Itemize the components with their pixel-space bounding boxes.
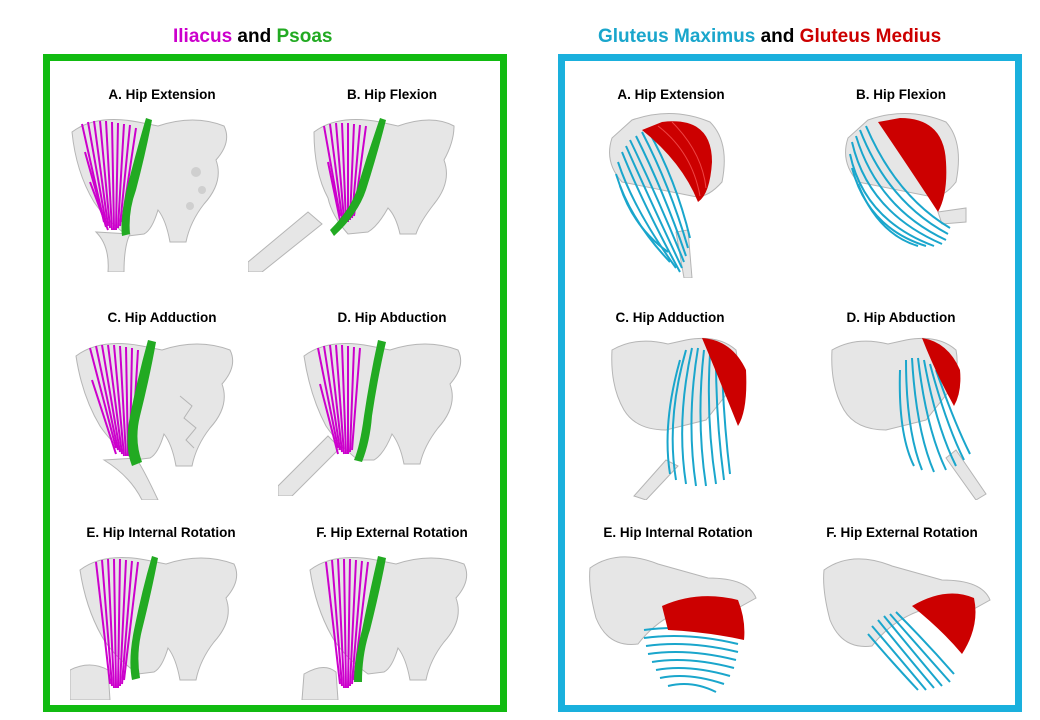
gluteus-maximus-muscle: [643, 627, 739, 693]
left-caption-hip-flexion: B. Hip Flexion: [346, 87, 438, 102]
left-caption-hip-internal-rotation: E. Hip Internal Rotation: [86, 525, 236, 540]
psoas-title-text: Psoas: [276, 26, 333, 47]
gluteus-maximus-muscle: [615, 129, 691, 273]
gluteus-medius-muscle: [912, 593, 976, 654]
iliacus-muscle: [81, 120, 137, 231]
left-caption-hip-abduction: D. Hip Abduction: [337, 310, 447, 325]
psoas-muscle: [130, 556, 158, 680]
iliacus-psoas-hip-internal-rotation-illustration: [70, 550, 250, 700]
pelvis-bone: [823, 558, 991, 647]
iliacus-psoas-hip-adduction-illustration: [70, 336, 250, 500]
iliacus-psoas-hip-abduction-illustration: [278, 336, 468, 496]
title-joiner: and: [232, 26, 277, 47]
right-caption-hip-flexion: B. Hip Flexion: [855, 87, 947, 102]
left-caption-hip-external-rotation: F. Hip External Rotation: [316, 525, 468, 540]
left-caption-hip-adduction: C. Hip Adduction: [107, 310, 217, 325]
gluteus-hip-internal-rotation-illustration: [588, 548, 758, 702]
psoas-muscle: [330, 118, 386, 236]
psoas-muscle: [354, 340, 386, 462]
gluteus-maximus-title-text: Gluteus Maximus: [598, 26, 756, 47]
gluteus-hip-flexion-illustration: [838, 112, 968, 252]
right-caption-hip-external-rotation: F. Hip External Rotation: [826, 525, 978, 540]
gluteus-hip-abduction-illustration: [826, 330, 992, 500]
gluteus-medius-muscle: [662, 596, 745, 640]
psoas-muscle: [121, 118, 152, 236]
right-panel-title: Gluteus Maximus and Gluteus Medius: [598, 26, 941, 48]
right-caption-hip-extension: A. Hip Extension: [617, 87, 725, 102]
iliacus-muscle: [95, 558, 139, 689]
gluteus-medius-muscle: [878, 118, 947, 212]
iliacus-title-text: Iliacus: [173, 26, 233, 47]
gluteus-maximus-muscle: [849, 125, 951, 247]
right-caption-hip-abduction: D. Hip Abduction: [846, 310, 956, 325]
gluteus-hip-adduction-illustration: [606, 330, 756, 500]
gluteus-hip-external-rotation-illustration: [822, 550, 992, 700]
gluteus-medius-muscle: [642, 121, 712, 202]
right-caption-hip-adduction: C. Hip Adduction: [615, 310, 725, 325]
right-panel-border: [558, 54, 1022, 712]
pelvis-bone: [301, 557, 468, 700]
iliacus-muscle: [317, 344, 361, 455]
iliacus-psoas-hip-flexion-illustration: [248, 112, 458, 272]
iliacus-psoas-hip-extension-illustration: [66, 112, 246, 272]
right-caption-hip-internal-rotation: E. Hip Internal Rotation: [603, 525, 753, 540]
psoas-muscle: [127, 340, 156, 466]
gluteus-medius-title-text: Gluteus Medius: [799, 26, 942, 47]
left-panel-border: [43, 54, 507, 712]
left-caption-hip-extension: A. Hip Extension: [108, 87, 216, 102]
gluteus-maximus-muscle: [867, 611, 955, 691]
gluteus-medius-muscle: [922, 338, 961, 406]
iliacus-psoas-hip-external-rotation-illustration: [300, 550, 480, 700]
psoas-muscle: [354, 556, 386, 682]
gluteus-maximus-muscle: [898, 357, 971, 473]
gluteus-maximus-muscle: [666, 347, 731, 487]
title-joiner: and: [755, 26, 800, 47]
left-panel-title: Iliacus and Psoas: [173, 26, 332, 48]
gluteus-medius-muscle: [702, 338, 747, 426]
gluteus-hip-extension-illustration: [602, 112, 732, 278]
